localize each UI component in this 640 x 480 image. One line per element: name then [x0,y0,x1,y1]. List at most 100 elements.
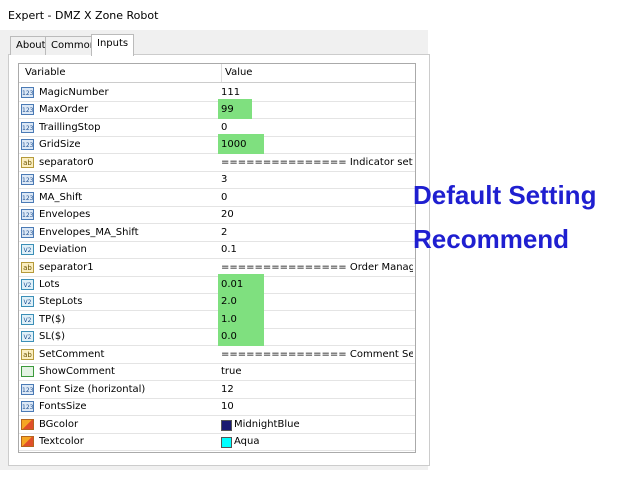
variable-value: 0 [221,191,228,203]
color-icon [21,436,34,447]
variable-value: 2 [221,226,228,238]
table-header: Variable Value [19,64,415,83]
highlight [218,99,252,120]
variable-name: SL($) [39,331,66,343]
table-row[interactable]: Textcolor Aqua [19,433,415,451]
table-row[interactable]: V2 SL($) 0.0 [19,326,415,347]
variable-value: 99 [221,104,234,116]
variable-value: 111 [221,87,241,98]
type-icon: 123 [21,87,34,98]
table-row[interactable]: V2 TP($) 1.0 [19,308,415,329]
variable-value: Aqua [234,436,260,447]
window-title: Expert - DMZ X Zone Robot [8,9,159,22]
type-icon: ab [21,156,34,168]
type-icon: 123 [21,104,34,116]
header-cell: Value [221,64,252,82]
variable-name: MA_Shift [39,191,83,203]
type-icon: V2 [21,244,34,256]
variable-value: 0.01 [221,278,244,290]
variable-value: 10 [221,401,234,413]
variable-value: true [221,366,242,378]
type-icon: 123 [21,174,34,186]
table-row[interactable]: 123 SSMA 3 [19,171,415,190]
type-icon: V2 [21,296,34,308]
variable-name: TP($) [39,313,66,325]
variable-name: MagicNumber [39,87,109,98]
table-row[interactable]: V2 StepLots 2.0 [19,291,415,312]
table-row[interactable]: 123 MagicNumber 111 [19,84,415,102]
variable-value: 2.0 [221,296,237,308]
table-row[interactable]: V2 Lots 0.01 [19,273,415,294]
highlight [218,308,264,329]
type-icon: 123 [21,191,34,203]
variable-name: SetComment [39,348,105,360]
variable-name: Textcolor [39,436,84,447]
table-row[interactable]: ShowComment true [19,363,415,382]
table-row[interactable]: 123 Envelopes 20 [19,206,415,225]
table-row[interactable]: V2 Deviation 0.1 [19,241,415,260]
highlight [218,326,264,347]
header-cell: Variable [25,67,66,78]
type-icon: V2 [21,313,34,325]
table-row[interactable]: ab SetComment =============== Comment Sett… [19,346,415,364]
table-row[interactable]: ab separator1 =============== Order Manage… [19,259,415,277]
variable-value: 3 [221,174,228,186]
variable-name: Envelopes_MA_Shift [39,226,139,238]
variable-name: Deviation [39,244,87,256]
variable-name: ShowComment [39,366,115,378]
type-icon: ab [21,261,34,273]
table-row[interactable]: ab separator0 =============== Indicator se… [19,154,415,172]
variable-name: GridSize [39,139,81,151]
title-bar: Expert - DMZ X Zone Robot [0,0,428,30]
annotation: Recommend [413,224,570,254]
bool-icon [21,366,34,378]
type-icon: 123 [21,209,34,221]
variable-value: 0.1 [221,244,237,256]
table-row[interactable]: 123 MaxOrder 99 [19,99,415,120]
variable-value: 20 [221,209,234,221]
variable-value: 12 [221,383,234,395]
variable-value: =============== Order Management ====... [221,261,413,273]
type-icon: 123 [21,139,34,151]
table-row[interactable]: 123 Envelopes_MA_Shift 2 [19,224,415,242]
variable-name: BGcolor [39,418,79,430]
type-icon: V2 [21,331,34,343]
variable-value: MidnightBlue [234,418,300,430]
color-icon [21,418,34,430]
table-row[interactable]: 123 GridSize 1000 [19,134,415,155]
type-icon: ab [21,348,34,360]
highlight [218,273,264,294]
variable-value: 1.0 [221,313,237,325]
highlight [218,291,264,312]
table-row[interactable]: 123 TraillingStop 0 [19,119,415,137]
variable-value: 1000 [221,139,247,151]
variable-name: SSMA [39,174,68,186]
highlight [218,134,264,155]
table-row[interactable]: BGcolor MidnightBlue [19,416,415,434]
variable-name: MaxOrder [39,104,89,116]
variable-name: Lots [39,278,60,290]
type-icon: 123 [21,401,34,413]
variable-name: Envelopes [39,209,91,221]
variable-name: StepLots [39,296,83,308]
annotation: Default Setting [413,180,597,210]
type-icon: 123 [21,383,34,395]
tab[interactable]: Inputs [91,34,135,56]
variable-name: Font Size (horizontal) [39,383,146,395]
table-row[interactable]: 123 FontsSize 10 [19,398,415,417]
type-icon: 123 [21,121,34,133]
variable-value: 0.0 [221,331,237,343]
variable-name: separator1 [39,261,94,273]
variable-name: separator0 [39,156,94,168]
variable-name: TraillingStop [39,121,101,133]
inputs-table: Variable Value 123 MagicNumber 111 123 MaxOr… [18,63,416,453]
variable-value: =============== Indicator setting ======… [221,156,413,168]
variable-value: 0 [221,121,228,133]
type-icon: 123 [21,226,34,238]
table-row[interactable]: 123 MA_Shift 0 [19,189,415,207]
color-swatch [221,437,232,448]
table-row[interactable]: 123 Font Size (horizontal) 12 [19,381,415,399]
variable-name: FontsSize [39,401,87,413]
type-icon: V2 [21,278,34,290]
